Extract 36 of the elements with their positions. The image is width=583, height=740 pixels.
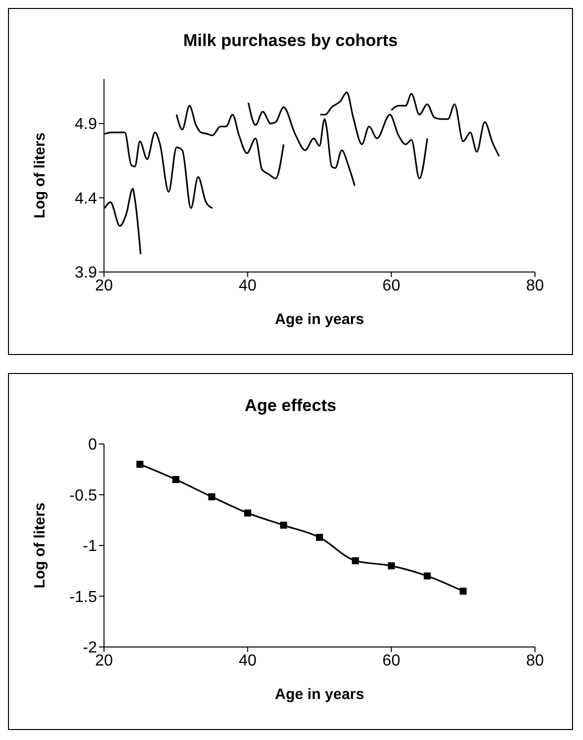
x-tick-label: 60 — [382, 277, 400, 294]
point — [136, 460, 144, 468]
point — [172, 476, 180, 484]
y-tick-label: -2 — [82, 640, 98, 657]
point — [244, 510, 252, 517]
x-axis-title: Age in years — [274, 311, 364, 328]
point — [280, 522, 288, 529]
x-axis-title: Age in years — [274, 686, 364, 703]
x-tick-label: 20 — [95, 652, 113, 670]
line-series — [248, 102, 356, 187]
y-tick-label: -1 — [82, 538, 98, 556]
y-tick-label: -1.5 — [69, 588, 98, 606]
x-tick-label: 60 — [382, 652, 400, 670]
x-tick-label: 40 — [238, 652, 257, 670]
point — [208, 493, 216, 500]
x-tick-label: 80 — [526, 652, 544, 670]
y-tick-label: -0.5 — [69, 487, 98, 504]
point — [352, 557, 359, 564]
y-tick-label: 0 — [88, 436, 98, 454]
point — [316, 534, 323, 541]
y-axis-title: Log of liters — [31, 502, 48, 588]
point — [424, 572, 431, 580]
chart-title: Age effects — [244, 396, 338, 416]
x-tick-label: 40 — [238, 277, 257, 294]
y-axis-title: Log of liters — [31, 132, 48, 218]
point — [388, 562, 395, 570]
line-series — [176, 104, 284, 180]
x-tick-label: 20 — [95, 277, 113, 294]
y-tick-label: 3.9 — [74, 264, 98, 282]
point — [460, 588, 467, 595]
line-series — [390, 93, 500, 157]
y-tick-label: 4.4 — [74, 190, 98, 208]
y-tick-label: 4.9 — [74, 116, 98, 134]
line-series — [319, 92, 428, 180]
chart-title: Milk purchases by cohorts — [182, 31, 399, 51]
x-tick-label: 80 — [526, 277, 544, 294]
